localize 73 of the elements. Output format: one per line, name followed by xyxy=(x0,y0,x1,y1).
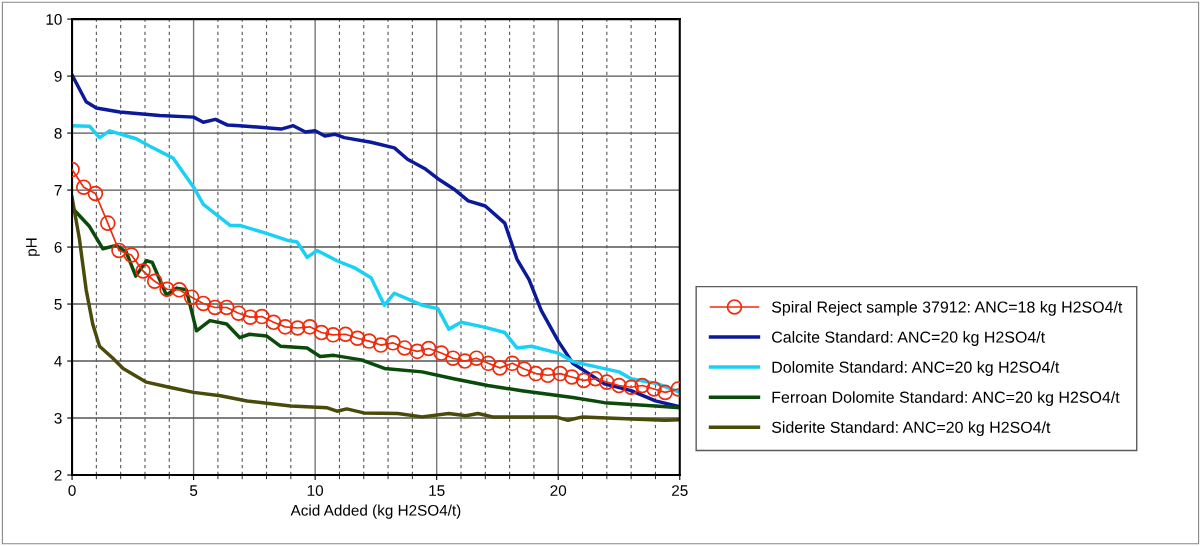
point xyxy=(111,242,127,259)
point xyxy=(171,282,188,298)
point xyxy=(575,372,592,389)
point xyxy=(623,379,639,396)
x-axis-title: Acid Added (kg H2SO4/t) xyxy=(290,504,461,519)
point xyxy=(313,324,330,341)
point xyxy=(277,319,294,335)
point xyxy=(372,337,389,353)
y-tick-label: 2 xyxy=(54,469,62,481)
point xyxy=(634,377,651,394)
point xyxy=(135,263,151,279)
point xyxy=(433,345,450,361)
y-axis-title: pH xyxy=(26,238,40,256)
legend-label: Calcite Standard: ANC=20 kg H2SO4/t xyxy=(772,331,1045,346)
point xyxy=(218,299,235,316)
x-tick-label: 15 xyxy=(429,485,445,496)
point xyxy=(611,377,627,394)
point xyxy=(265,314,282,331)
legend-label: Dolomite Standard: ANC=20 kg H2SO4/t xyxy=(772,361,1060,376)
point xyxy=(564,369,580,385)
point xyxy=(552,365,568,382)
point xyxy=(195,295,212,312)
point xyxy=(516,361,532,377)
point xyxy=(396,340,413,356)
point xyxy=(100,215,116,231)
point xyxy=(87,185,104,202)
point xyxy=(337,326,354,343)
point xyxy=(183,289,200,305)
point xyxy=(457,353,473,369)
point xyxy=(159,281,175,298)
x-tick-label: 5 xyxy=(189,485,198,496)
point xyxy=(325,327,341,343)
x-tick-label: 25 xyxy=(672,485,688,496)
point xyxy=(385,335,401,351)
y-tick-label: 8 xyxy=(54,127,62,139)
point xyxy=(349,330,366,347)
point xyxy=(75,179,92,196)
point xyxy=(207,299,223,316)
point xyxy=(302,319,318,335)
line-series xyxy=(72,73,680,409)
point xyxy=(146,273,163,290)
point xyxy=(539,367,556,384)
point xyxy=(492,360,508,376)
legend-label: Siderite Standard: ANC=20 kg H2SO4/t xyxy=(771,421,1051,437)
x-tick-label: 10 xyxy=(307,485,324,496)
point xyxy=(230,305,247,321)
x-tick-label: 0 xyxy=(68,485,76,496)
point xyxy=(254,308,270,325)
legend-label: Ferroan Dolomite Standard: ANC=20 kg H2SO4/t xyxy=(772,391,1120,407)
y-tick-label: 5 xyxy=(54,299,62,310)
y-tick-label: 3 xyxy=(54,412,62,424)
x-tick-label: 20 xyxy=(550,485,567,496)
point xyxy=(468,350,485,366)
point xyxy=(657,384,673,401)
y-tick-label: 4 xyxy=(54,356,62,367)
point xyxy=(480,355,496,372)
point xyxy=(420,340,437,357)
point xyxy=(242,309,259,325)
y-tick-label: 10 xyxy=(46,13,62,25)
y-tick-label: 9 xyxy=(54,70,62,82)
legend-label: Spiral Reject sample 37912: ANC=18 kg H2SO4/t xyxy=(771,300,1123,316)
point xyxy=(445,350,461,366)
point xyxy=(646,381,662,397)
y-tick-label: 6 xyxy=(54,241,62,253)
point xyxy=(599,374,615,390)
y-tick-label: 7 xyxy=(54,185,62,196)
point xyxy=(289,320,306,336)
point xyxy=(361,333,377,349)
point xyxy=(409,343,426,360)
point xyxy=(587,370,604,387)
point xyxy=(528,365,544,382)
point xyxy=(123,247,140,263)
point xyxy=(504,355,521,372)
